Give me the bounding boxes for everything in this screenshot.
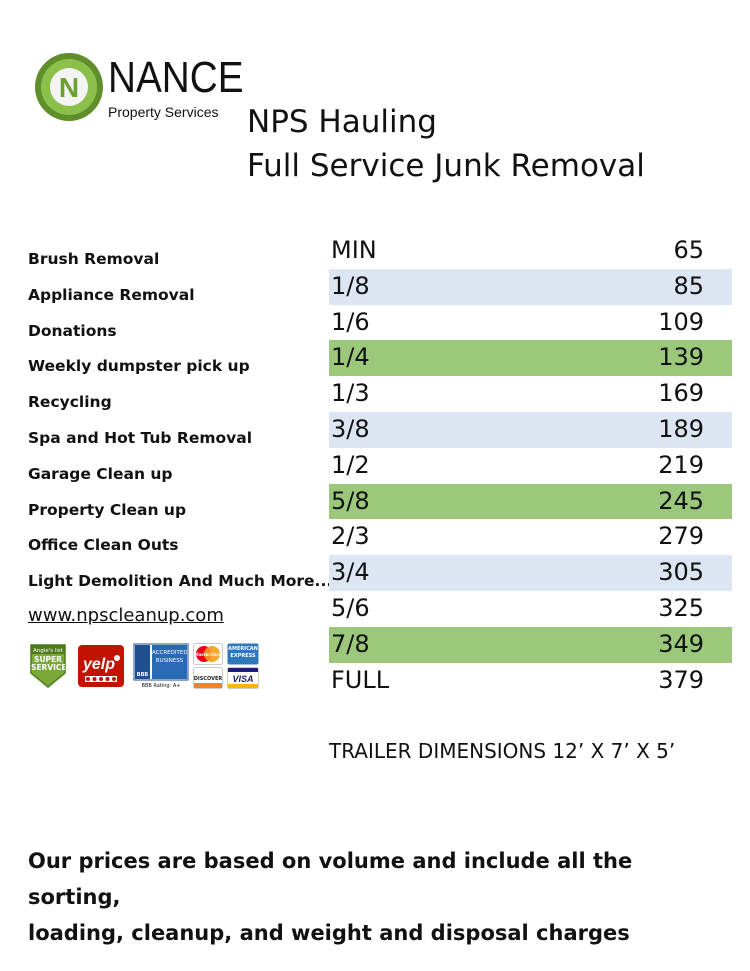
bbb-rating-text: BBB Rating: A+ <box>142 683 181 689</box>
load-size: 1/6 <box>331 307 370 336</box>
service-item: Garage Clean up <box>28 464 173 483</box>
logo-company-name: NANCE <box>108 53 244 102</box>
mastercard-icon: MasterCard <box>193 643 223 665</box>
load-size: 5/8 <box>331 486 370 515</box>
load-size: 1/8 <box>331 271 370 300</box>
logo-subtitle: Property Services <box>108 104 219 120</box>
load-price: 219 <box>658 450 704 479</box>
angies-list-super-service-icon: Angie's list SUPER SERVICE <box>30 644 66 688</box>
visa-text: VISA <box>232 674 253 684</box>
amex-text: AMERICAN EXPRESS <box>228 646 258 659</box>
angies-top-text: Angie's list <box>33 648 64 654</box>
load-size: 5/6 <box>331 593 370 622</box>
load-price: 109 <box>658 307 704 336</box>
logo-mark-letter: N <box>59 72 79 103</box>
american-express-icon: AMERICAN EXPRESS <box>227 643 259 665</box>
load-price: 169 <box>658 379 704 408</box>
load-size: 1/4 <box>331 343 370 372</box>
price-row: 3/4 305 <box>329 555 732 591</box>
title-line-1: NPS Hauling <box>247 104 437 140</box>
load-price: 379 <box>658 665 704 694</box>
load-price: 305 <box>658 558 704 587</box>
pricing-note-line-1: Our prices are based on volume and inclu… <box>28 849 633 909</box>
pricing-note: Our prices are based on volume and inclu… <box>28 843 728 951</box>
discover-text: DISCOVER <box>194 676 223 682</box>
load-size: MIN <box>331 236 377 264</box>
load-price: 279 <box>658 522 704 551</box>
bbb-main-text: ACCREDITED BUSINESS <box>152 650 187 664</box>
load-price: 189 <box>658 414 704 443</box>
load-price: 139 <box>658 343 704 372</box>
pricing-note-line-2: loading, cleanup, and weight and disposa… <box>28 921 630 945</box>
angies-main-text: SUPER SERVICE <box>31 656 65 672</box>
service-item: Light Demolition And Much More... <box>28 572 333 591</box>
yelp-text: yelp <box>82 656 115 673</box>
price-table: MIN 65 1/8 85 1/6 109 1/4 139 1/3 169 3/8 189 … <box>329 233 732 698</box>
title-line-2: Full Service Junk Removal <box>247 148 645 184</box>
price-row: 5/8 245 <box>329 483 732 520</box>
price-row: 7/8 349 <box>329 626 732 663</box>
load-price: 65 <box>673 236 704 264</box>
load-size: FULL <box>331 665 390 694</box>
price-row: FULL 379 <box>329 663 732 699</box>
discover-icon: DISCOVER <box>193 667 223 689</box>
service-item: Donations <box>28 321 117 340</box>
service-item: Recycling <box>28 393 112 412</box>
load-size: 1/3 <box>331 379 370 408</box>
services-list: Brush Removal Appliance Removal Donation… <box>28 246 333 604</box>
load-price: 245 <box>658 486 704 515</box>
price-row: 1/3 169 <box>329 376 732 412</box>
service-item: Appliance Removal <box>28 285 195 304</box>
yelp-badge-icon: yelp <box>78 645 124 687</box>
price-row: 2/3 279 <box>329 519 732 555</box>
load-size: 7/8 <box>331 629 370 658</box>
trailer-dimensions: TRAILER DIMENSIONS 12’ X 7’ X 5’ <box>329 739 676 763</box>
website-link[interactable]: www.npscleanup.com <box>28 605 224 626</box>
service-item: Spa and Hot Tub Removal <box>28 428 253 447</box>
service-item: Brush Removal <box>28 250 160 268</box>
load-size: 3/4 <box>331 558 370 587</box>
service-item: Weekly dumpster pick up <box>28 357 250 376</box>
price-row: 3/8 189 <box>329 411 732 448</box>
bbb-accredited-icon: BBB ACCREDITED BUSINESS BBB Rating: A+ <box>133 643 189 689</box>
visa-icon: VISA <box>227 667 259 689</box>
price-row: 1/8 85 <box>329 268 732 305</box>
price-row: 1/2 219 <box>329 448 732 484</box>
price-row: 5/6 325 <box>329 591 732 627</box>
load-size: 1/2 <box>331 450 370 479</box>
load-price: 325 <box>658 593 704 622</box>
service-item: Office Clean Outs <box>28 536 179 555</box>
page-title: NPS Hauling Full Service Junk Removal <box>247 100 645 188</box>
price-row: 1/4 139 <box>329 340 732 377</box>
price-row: 1/6 109 <box>329 305 732 341</box>
company-logo: N NANCE Property Services <box>34 52 244 124</box>
mastercard-text: MasterCard <box>194 652 222 657</box>
price-row: MIN 65 <box>329 233 732 269</box>
load-price: 349 <box>658 629 704 658</box>
load-size: 3/8 <box>331 414 370 443</box>
service-item: Property Clean up <box>28 500 187 519</box>
nance-logo-mark-icon: N <box>35 53 103 121</box>
load-price: 85 <box>673 271 704 300</box>
bbb-logo-text: BBB <box>137 672 149 678</box>
load-size: 2/3 <box>331 522 370 551</box>
